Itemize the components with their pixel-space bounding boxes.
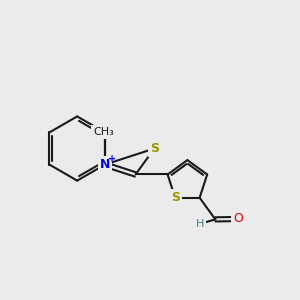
Text: CH₃: CH₃ xyxy=(93,127,114,137)
Text: S: S xyxy=(171,191,180,204)
Text: H: H xyxy=(195,219,204,229)
Text: N: N xyxy=(100,158,110,171)
Text: +: + xyxy=(108,154,116,164)
Text: S: S xyxy=(150,142,159,155)
Text: O: O xyxy=(234,212,244,226)
